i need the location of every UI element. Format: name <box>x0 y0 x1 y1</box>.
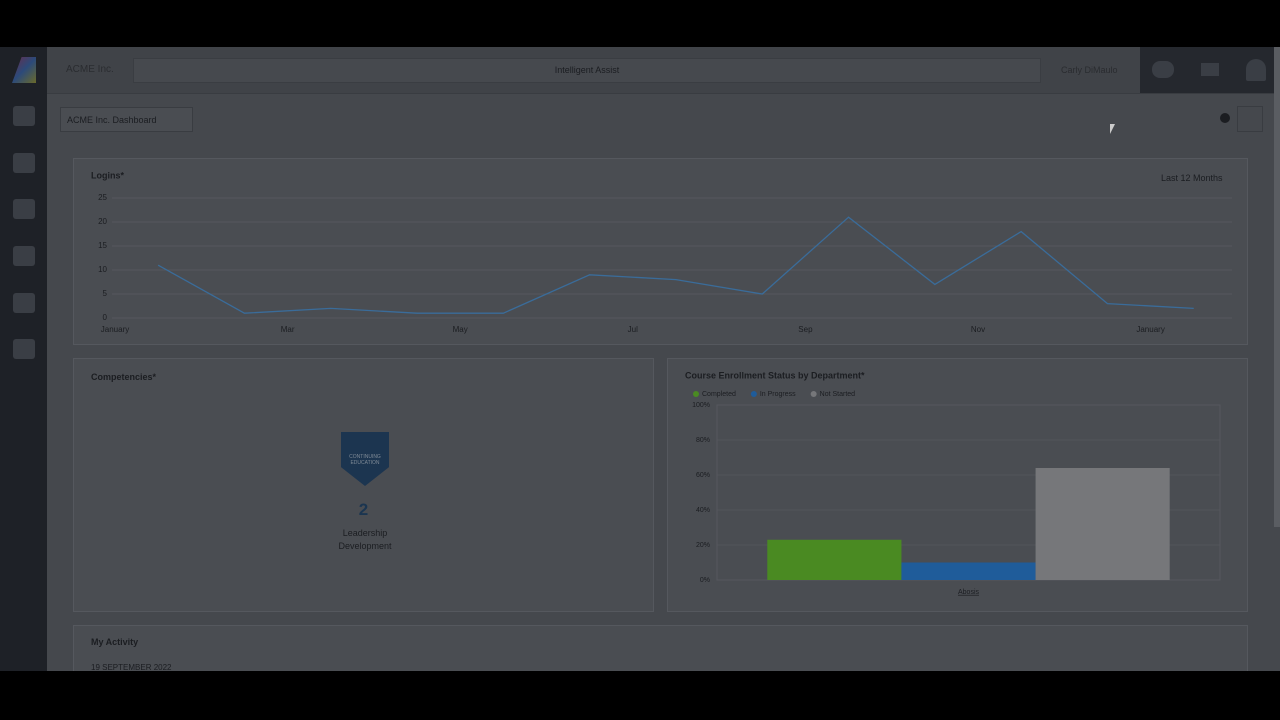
dashboard-select[interactable]: ACME Inc. Dashboard <box>60 107 193 132</box>
competency-count: 2 <box>358 500 369 519</box>
nav-icon[interactable] <box>13 153 35 173</box>
profile-icon[interactable] <box>1246 59 1266 81</box>
nav-icon[interactable] <box>13 106 35 126</box>
nav-icon[interactable] <box>13 199 35 219</box>
header-icons <box>1140 47 1280 93</box>
badge: CONTINUING EDUCATION <box>341 432 389 486</box>
search-box[interactable]: Intelligent Assist <box>133 58 1041 83</box>
search-placeholder: Intelligent Assist <box>554 65 620 75</box>
activity-card: My Activity 19 SEPTEMBER 2022 <box>73 625 1248 671</box>
logins-card: Last 12 Months <box>73 158 1248 345</box>
badge-text: CONTINUING EDUCATION <box>349 454 381 466</box>
sidebar <box>0 47 47 671</box>
range-select[interactable]: Last 12 Months <box>1161 173 1223 183</box>
layout-button[interactable] <box>1237 106 1263 132</box>
enrollment-card <box>667 358 1248 612</box>
dashboard-select-label: ACME Inc. Dashboard <box>67 115 157 125</box>
company: ACME Inc. <box>66 64 114 75</box>
nav-icon[interactable] <box>13 339 35 359</box>
chat-icon[interactable] <box>1152 61 1174 78</box>
logo[interactable] <box>12 57 36 83</box>
nav-icon[interactable] <box>13 293 35 313</box>
app: ACME Inc. Intelligent Assist Carly DiMau… <box>0 47 1280 671</box>
scrollbar[interactable] <box>1274 47 1280 527</box>
header: ACME Inc. Intelligent Assist Carly DiMau… <box>47 47 1280 94</box>
user-name[interactable]: Carly DiMaulo <box>1061 65 1118 75</box>
card-title: My Activity <box>91 637 139 647</box>
competency-label: Leadership Development <box>338 528 392 551</box>
mail-icon[interactable] <box>1201 63 1219 76</box>
activity-date: 19 SEPTEMBER 2022 <box>91 663 172 671</box>
card-title: Competencies* <box>91 372 157 382</box>
competencies-card: Competencies* CONTINUING EDUCATION 2 Lea… <box>73 358 654 612</box>
nav-icon[interactable] <box>13 246 35 266</box>
info-icon[interactable] <box>1220 113 1230 123</box>
cursor <box>1110 124 1115 134</box>
